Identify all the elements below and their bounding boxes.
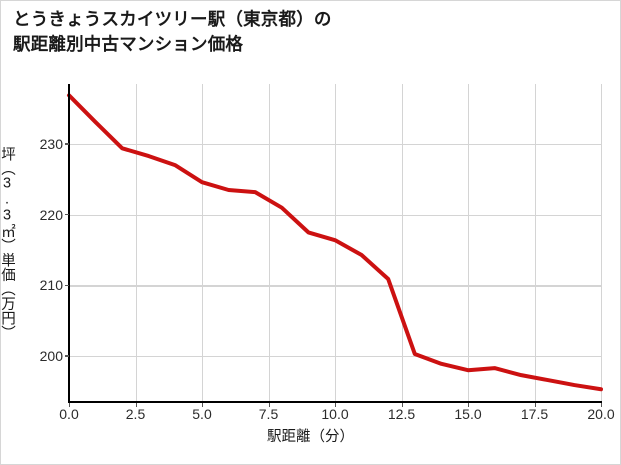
x-tick-5.0: 5.0	[192, 406, 212, 422]
y-axis-spine	[68, 84, 71, 403]
x-tick-mark-20.0	[601, 403, 603, 407]
x-tick-mark-5.0	[202, 403, 204, 407]
x-tick-12.5: 12.5	[387, 406, 416, 422]
x-axis-label: 駅距離（分）	[267, 429, 354, 445]
x-tick-mark-7.5	[268, 403, 270, 407]
gridline-x-5.0	[202, 84, 204, 402]
gridline-x-7.5	[268, 84, 270, 402]
x-tick-mark-17.5	[534, 403, 536, 407]
x-tick-mark-12.5	[401, 403, 403, 407]
x-tick-17.5: 17.5	[520, 406, 549, 422]
gridline-x-15.0	[468, 84, 470, 402]
y-tick-mark-230	[65, 143, 69, 145]
y-tick-mark-200	[65, 355, 69, 357]
gridline-x-10.0	[335, 84, 337, 402]
x-tick-mark-2.5	[135, 403, 137, 407]
y-tick-220: 220	[39, 206, 63, 223]
series-polyline	[67, 93, 603, 392]
x-tick-0.0: 0.0	[59, 406, 79, 422]
x-tick-20.0: 20.0	[587, 406, 615, 422]
y-axis-label: 坪（3.3㎡）単価（万円）	[0, 146, 15, 340]
x-tick-mark-10.0	[335, 403, 337, 407]
y-tick-230: 230	[39, 136, 63, 153]
gridline-x-20.0	[601, 84, 603, 402]
y-tick-200: 200	[39, 348, 63, 365]
gridline-x-12.5	[401, 84, 403, 402]
gridline-x-2.5	[135, 84, 137, 402]
plot-area	[69, 84, 603, 402]
x-axis-spine	[68, 401, 602, 404]
gridline-x-17.5	[534, 84, 536, 402]
y-tick-mark-210	[65, 284, 69, 286]
y-tick-mark-220	[65, 214, 69, 216]
chart-title: とうきょうスカイツリー駅（東京都）の 駅距離別中古マンション価格	[13, 9, 332, 55]
y-tick-210: 210	[39, 277, 63, 294]
x-tick-mark-15.0	[468, 403, 470, 407]
x-tick-10.0: 10.0	[321, 406, 349, 422]
x-tick-7.5: 7.5	[258, 406, 279, 422]
data-series-line	[67, 93, 603, 392]
x-tick-15.0: 15.0	[454, 406, 482, 422]
x-tick-2.5: 2.5	[125, 406, 146, 422]
x-tick-mark-0.0	[69, 403, 71, 407]
